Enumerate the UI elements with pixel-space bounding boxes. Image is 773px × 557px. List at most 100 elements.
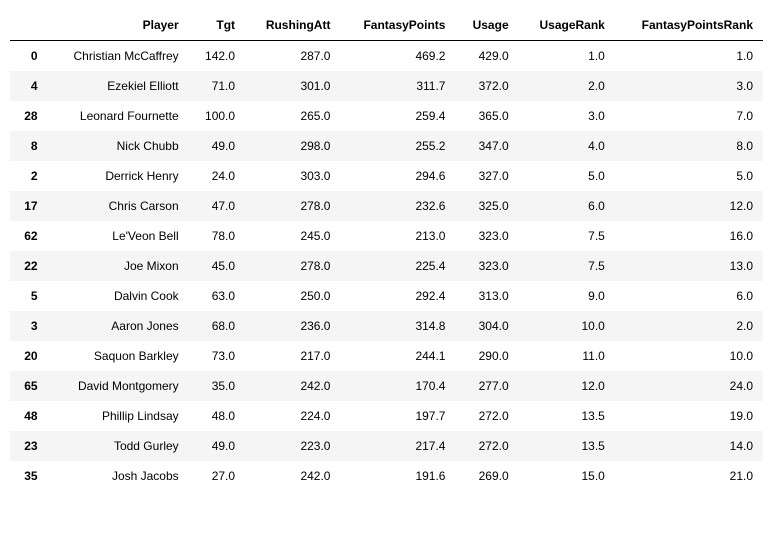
cell: 272.0 xyxy=(455,401,518,431)
cell: 12.0 xyxy=(615,191,763,221)
row-index: 20 xyxy=(10,341,48,371)
cell: 78.0 xyxy=(189,221,245,251)
cell: 11.0 xyxy=(519,341,615,371)
cell: Derrick Henry xyxy=(48,161,189,191)
col-fantasypoints: FantasyPoints xyxy=(340,10,455,41)
cell: 250.0 xyxy=(245,281,340,311)
cell: 224.0 xyxy=(245,401,340,431)
cell: 68.0 xyxy=(189,311,245,341)
table-row: 8Nick Chubb49.0298.0255.2347.04.08.0 xyxy=(10,131,763,161)
header-row: Player Tgt RushingAtt FantasyPoints Usag… xyxy=(10,10,763,41)
table-row: 2Derrick Henry24.0303.0294.6327.05.05.0 xyxy=(10,161,763,191)
row-index: 5 xyxy=(10,281,48,311)
col-index xyxy=(10,10,48,41)
cell: 27.0 xyxy=(189,461,245,491)
cell: 313.0 xyxy=(455,281,518,311)
cell: 1.0 xyxy=(519,41,615,72)
cell: Nick Chubb xyxy=(48,131,189,161)
cell: 170.4 xyxy=(340,371,455,401)
cell: 225.4 xyxy=(340,251,455,281)
row-index: 28 xyxy=(10,101,48,131)
cell: 8.0 xyxy=(615,131,763,161)
col-player: Player xyxy=(48,10,189,41)
cell: 4.0 xyxy=(519,131,615,161)
cell: 372.0 xyxy=(455,71,518,101)
cell: 217.0 xyxy=(245,341,340,371)
cell: 49.0 xyxy=(189,131,245,161)
cell: Joe Mixon xyxy=(48,251,189,281)
cell: 5.0 xyxy=(519,161,615,191)
cell: 347.0 xyxy=(455,131,518,161)
cell: 100.0 xyxy=(189,101,245,131)
row-index: 4 xyxy=(10,71,48,101)
cell: 323.0 xyxy=(455,221,518,251)
cell: 301.0 xyxy=(245,71,340,101)
cell: 45.0 xyxy=(189,251,245,281)
cell: 290.0 xyxy=(455,341,518,371)
cell: 12.0 xyxy=(519,371,615,401)
row-index: 0 xyxy=(10,41,48,72)
cell: 232.6 xyxy=(340,191,455,221)
cell: 24.0 xyxy=(189,161,245,191)
cell: 7.5 xyxy=(519,221,615,251)
cell: 236.0 xyxy=(245,311,340,341)
row-index: 35 xyxy=(10,461,48,491)
col-usagerank: UsageRank xyxy=(519,10,615,41)
cell: David Montgomery xyxy=(48,371,189,401)
cell: Todd Gurley xyxy=(48,431,189,461)
cell: 6.0 xyxy=(615,281,763,311)
cell: 19.0 xyxy=(615,401,763,431)
table-row: 22Joe Mixon45.0278.0225.4323.07.513.0 xyxy=(10,251,763,281)
cell: 325.0 xyxy=(455,191,518,221)
cell: 73.0 xyxy=(189,341,245,371)
table-row: 23Todd Gurley49.0223.0217.4272.013.514.0 xyxy=(10,431,763,461)
cell: 265.0 xyxy=(245,101,340,131)
row-index: 48 xyxy=(10,401,48,431)
cell: 223.0 xyxy=(245,431,340,461)
cell: 2.0 xyxy=(519,71,615,101)
row-index: 2 xyxy=(10,161,48,191)
cell: 21.0 xyxy=(615,461,763,491)
table-row: 48Phillip Lindsay48.0224.0197.7272.013.5… xyxy=(10,401,763,431)
cell: 245.0 xyxy=(245,221,340,251)
table-row: 17Chris Carson47.0278.0232.6325.06.012.0 xyxy=(10,191,763,221)
cell: 9.0 xyxy=(519,281,615,311)
col-tgt: Tgt xyxy=(189,10,245,41)
cell: 269.0 xyxy=(455,461,518,491)
cell: 327.0 xyxy=(455,161,518,191)
cell: 303.0 xyxy=(245,161,340,191)
cell: 48.0 xyxy=(189,401,245,431)
cell: Leonard Fournette xyxy=(48,101,189,131)
cell: 3.0 xyxy=(615,71,763,101)
cell: 429.0 xyxy=(455,41,518,72)
cell: 47.0 xyxy=(189,191,245,221)
cell: 5.0 xyxy=(615,161,763,191)
cell: 298.0 xyxy=(245,131,340,161)
cell: 7.0 xyxy=(615,101,763,131)
cell: 304.0 xyxy=(455,311,518,341)
stats-table: Player Tgt RushingAtt FantasyPoints Usag… xyxy=(10,10,763,491)
cell: Dalvin Cook xyxy=(48,281,189,311)
table-row: 4Ezekiel Elliott71.0301.0311.7372.02.03.… xyxy=(10,71,763,101)
row-index: 17 xyxy=(10,191,48,221)
cell: 35.0 xyxy=(189,371,245,401)
cell: 49.0 xyxy=(189,431,245,461)
row-index: 62 xyxy=(10,221,48,251)
table-row: 28Leonard Fournette100.0265.0259.4365.03… xyxy=(10,101,763,131)
cell: 63.0 xyxy=(189,281,245,311)
cell: Le'Veon Bell xyxy=(48,221,189,251)
cell: 311.7 xyxy=(340,71,455,101)
cell: 10.0 xyxy=(519,311,615,341)
cell: 16.0 xyxy=(615,221,763,251)
cell: Christian McCaffrey xyxy=(48,41,189,72)
table-row: 0Christian McCaffrey142.0287.0469.2429.0… xyxy=(10,41,763,72)
cell: 1.0 xyxy=(615,41,763,72)
cell: 15.0 xyxy=(519,461,615,491)
col-rushingatt: RushingAtt xyxy=(245,10,340,41)
cell: Chris Carson xyxy=(48,191,189,221)
cell: 278.0 xyxy=(245,251,340,281)
cell: 244.1 xyxy=(340,341,455,371)
col-fantasypointsrank: FantasyPointsRank xyxy=(615,10,763,41)
cell: 142.0 xyxy=(189,41,245,72)
row-index: 65 xyxy=(10,371,48,401)
